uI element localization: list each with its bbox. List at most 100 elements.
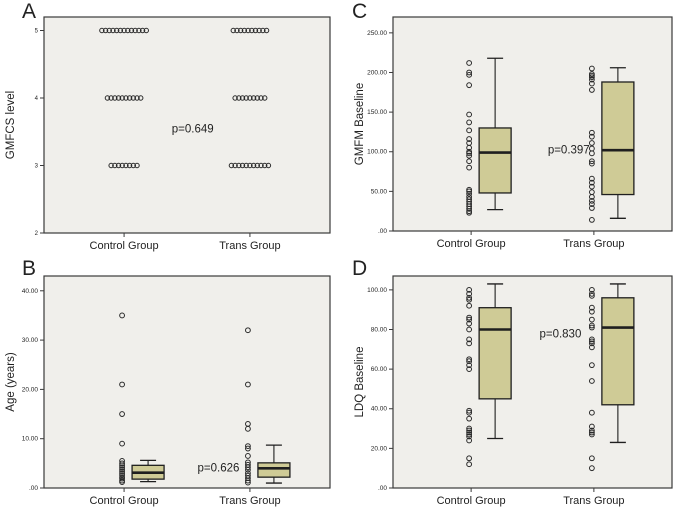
- data-point: [256, 27, 262, 34]
- data-point: [466, 356, 473, 363]
- box: [601, 297, 635, 406]
- panel-label-a: A: [22, 0, 37, 23]
- data-point: [588, 175, 595, 182]
- data-point: [243, 162, 249, 169]
- data-point: [466, 82, 473, 89]
- data-point: [588, 129, 595, 136]
- data-point: [119, 479, 125, 485]
- x-axis-category-label: Trans Group: [219, 240, 280, 252]
- data-point: [588, 150, 595, 157]
- data-point: [466, 150, 473, 157]
- data-point: [588, 455, 595, 462]
- data-point: [241, 27, 248, 34]
- data-point: [130, 162, 137, 169]
- data-point: [123, 162, 129, 169]
- data-point: [466, 409, 473, 416]
- data-point: [466, 144, 473, 151]
- data-point: [466, 314, 473, 321]
- y-axis-tick-label: 30.00: [22, 337, 39, 344]
- data-point: [254, 162, 261, 169]
- data-point: [262, 162, 268, 169]
- p-value-label: p=0.397: [548, 144, 590, 156]
- data-point: [252, 27, 259, 34]
- data-point: [112, 95, 118, 101]
- data-point: [466, 302, 473, 309]
- data-point: [126, 95, 133, 101]
- data-point: [588, 74, 595, 81]
- data-point: [265, 162, 272, 169]
- data-point: [588, 316, 595, 323]
- data-point: [115, 162, 122, 169]
- data-point: [232, 162, 238, 169]
- x-axis-category-label: Control Group: [437, 238, 506, 250]
- data-point: [232, 95, 238, 101]
- data-point: [230, 27, 236, 34]
- y-axis-tick-label: .00: [378, 485, 387, 492]
- data-point: [99, 27, 105, 34]
- data-point: [245, 443, 251, 449]
- data-point: [123, 95, 129, 101]
- data-point: [134, 95, 140, 101]
- box: [478, 307, 512, 400]
- plot-area: [43, 275, 331, 489]
- y-axis-tick-label: 60.00: [371, 366, 388, 373]
- data-point: [239, 95, 246, 101]
- y-axis-tick-label: 3: [35, 164, 39, 170]
- data-point: [117, 27, 124, 34]
- panel-label-c: C: [352, 0, 368, 23]
- y-axis-tick-label: 200.00: [367, 69, 387, 76]
- y-axis-tick-label: 4: [35, 96, 39, 102]
- data-point: [588, 87, 595, 93]
- data-point: [139, 27, 146, 34]
- data-point: [245, 453, 251, 459]
- data-point: [245, 466, 251, 473]
- y-axis-tick-label: 10.00: [22, 436, 39, 443]
- data-point: [466, 60, 473, 66]
- data-point: [466, 111, 473, 118]
- data-point: [588, 197, 595, 204]
- data-point: [588, 76, 595, 83]
- data-point: [108, 162, 114, 169]
- y-axis-title: Age (years): [5, 352, 17, 412]
- data-point: [104, 95, 111, 101]
- data-point: [138, 95, 144, 101]
- data-point: [588, 378, 595, 384]
- p-value-label: p=0.649: [172, 123, 214, 135]
- x-axis-category-label: Trans Group: [563, 238, 624, 250]
- data-point: [466, 316, 473, 323]
- data-point: [234, 27, 240, 34]
- data-point: [588, 409, 595, 416]
- data-point: [466, 205, 473, 212]
- data-point: [466, 296, 473, 303]
- data-point: [260, 27, 266, 34]
- data-point: [243, 95, 249, 101]
- data-point: [466, 437, 473, 444]
- y-axis-tick-label: .00: [378, 228, 387, 235]
- y-axis-tick-label: 250.00: [367, 30, 387, 37]
- data-point: [119, 475, 125, 482]
- data-point: [466, 127, 473, 134]
- data-point: [588, 194, 595, 200]
- data-point: [466, 366, 473, 373]
- data-point: [466, 69, 473, 76]
- data-point: [588, 179, 595, 186]
- data-point: [588, 292, 595, 299]
- panel-gmfm-baseline: C 250.00 200.00 150.00 100.00 50.00 .00 Contro…: [343, 0, 685, 256]
- y-axis-tick-label: 40.00: [371, 406, 388, 413]
- data-point: [110, 27, 116, 34]
- data-point: [245, 464, 251, 471]
- data-point: [588, 340, 595, 347]
- data-point: [588, 324, 595, 331]
- data-point: [466, 209, 473, 216]
- data-point: [466, 340, 473, 347]
- data-point: [119, 464, 125, 471]
- data-point: [143, 27, 149, 34]
- data-point: [588, 465, 595, 472]
- data-point: [112, 162, 118, 169]
- data-point: [466, 326, 473, 333]
- x-axis-category-label: Control Group: [90, 240, 159, 252]
- data-point: [466, 358, 473, 365]
- data-point: [466, 336, 473, 343]
- data-point: [466, 407, 473, 414]
- data-point: [588, 322, 595, 329]
